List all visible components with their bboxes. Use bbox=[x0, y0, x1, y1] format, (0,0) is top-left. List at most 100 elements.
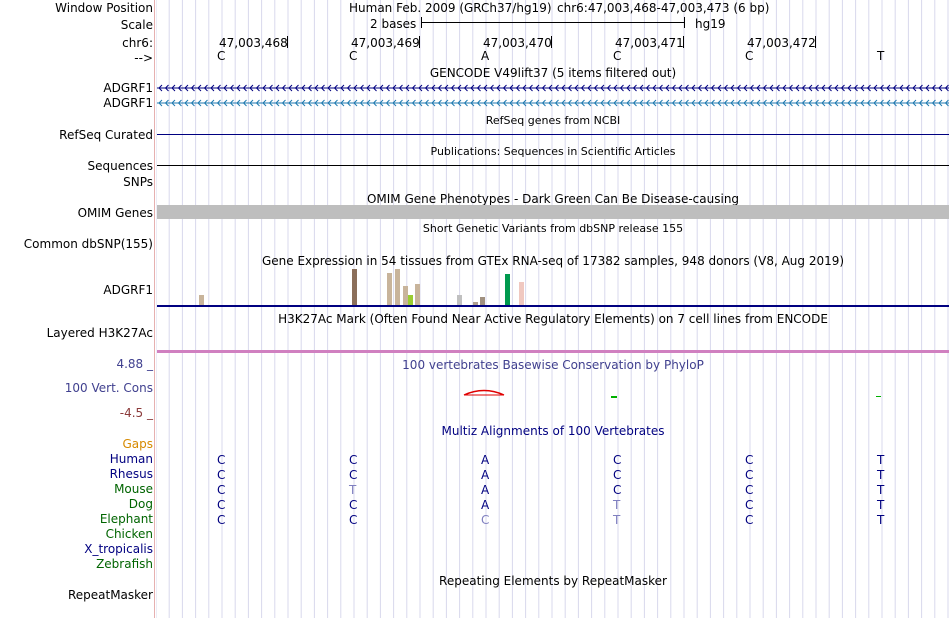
gtex-tissue-bar[interactable] bbox=[352, 269, 357, 306]
ruler-position: 47,003,469 bbox=[351, 36, 420, 50]
refseq-label[interactable]: RefSeq Curated bbox=[59, 128, 153, 142]
repeatmasker-track-title[interactable]: Repeating Elements by RepeatMasker bbox=[439, 574, 667, 588]
gaps-label[interactable]: Gaps bbox=[122, 437, 153, 451]
aligned-base: T bbox=[877, 513, 885, 527]
ruler-tick bbox=[551, 36, 552, 48]
aligned-base: C bbox=[745, 453, 754, 467]
gencode-transcript-1[interactable] bbox=[157, 82, 949, 94]
aligned-base: T bbox=[877, 483, 885, 497]
species-label[interactable]: Human bbox=[109, 452, 153, 466]
gencode-item-label-1[interactable]: ADGRF1 bbox=[103, 81, 153, 95]
assembly-title: Human Feb. 2009 (GRCh37/hg19) bbox=[349, 1, 552, 15]
label-divider bbox=[154, 0, 155, 618]
aligned-base: C bbox=[481, 513, 490, 527]
gtex-tissue-bar[interactable] bbox=[519, 282, 524, 306]
gtex-tissue-bar[interactable] bbox=[408, 295, 413, 306]
gtex-track-title[interactable]: Gene Expression in 54 tissues from GTEx … bbox=[261, 254, 845, 268]
species-label[interactable]: Chicken bbox=[105, 527, 153, 541]
h3k27ac-signal[interactable] bbox=[157, 350, 949, 353]
ruler-position: 47,003,470 bbox=[483, 36, 552, 50]
cons-label[interactable]: 100 Vert. Cons bbox=[64, 381, 153, 395]
reference-base[interactable]: T bbox=[877, 49, 885, 63]
phylop-signal[interactable] bbox=[157, 385, 949, 399]
aligned-base: C bbox=[217, 483, 226, 497]
ruler-tick bbox=[683, 36, 684, 48]
aligned-base: C bbox=[217, 498, 226, 512]
aligned-base: A bbox=[481, 483, 490, 497]
aligned-base: C bbox=[613, 453, 622, 467]
sequences-label[interactable]: Sequences bbox=[87, 159, 153, 173]
species-label[interactable]: Elephant bbox=[99, 512, 153, 526]
snps-label[interactable]: SNPs bbox=[123, 175, 153, 189]
gtex-label[interactable]: ADGRF1 bbox=[103, 283, 153, 297]
aligned-base: C bbox=[745, 513, 754, 527]
reference-base[interactable]: A bbox=[481, 49, 490, 63]
strand-label: --> bbox=[134, 51, 153, 65]
omim-label[interactable]: OMIM Genes bbox=[77, 206, 153, 220]
reference-base[interactable]: C bbox=[217, 49, 226, 63]
scale-label: Scale bbox=[120, 18, 153, 32]
reference-base[interactable]: C bbox=[613, 49, 622, 63]
ruler-position: 47,003,471 bbox=[615, 36, 684, 50]
omim-track-title[interactable]: OMIM Gene Phenotypes - Dark Green Can Be… bbox=[366, 192, 740, 206]
species-label[interactable]: X_tropicalis bbox=[84, 542, 153, 556]
h3k27ac-label[interactable]: Layered H3K27Ac bbox=[46, 326, 153, 340]
phylop-track-title[interactable]: 100 vertebrates Basewise Conservation by… bbox=[402, 358, 704, 372]
aligned-base: T bbox=[613, 498, 621, 512]
gencode-transcript-2[interactable] bbox=[157, 97, 949, 109]
gtex-expression-chart[interactable] bbox=[157, 268, 949, 306]
species-label[interactable]: Mouse bbox=[114, 482, 153, 496]
aligned-base: T bbox=[349, 483, 357, 497]
aligned-base: C bbox=[745, 483, 754, 497]
multiz-track-title[interactable]: Multiz Alignments of 100 Vertebrates bbox=[441, 424, 665, 438]
ruler-tick bbox=[419, 36, 420, 48]
publications-track-title[interactable]: Publications: Sequences in Scientific Ar… bbox=[430, 145, 676, 158]
aligned-base: C bbox=[349, 513, 358, 527]
ruler-position: 47,003,468 bbox=[219, 36, 288, 50]
ruler-tick bbox=[287, 36, 288, 48]
aligned-base: C bbox=[349, 498, 358, 512]
reference-base[interactable]: C bbox=[745, 49, 754, 63]
omim-gene-bar[interactable] bbox=[157, 205, 949, 219]
scale-text: 2 bases bbox=[370, 17, 417, 31]
cons-min-label: -4.5 _ bbox=[119, 406, 153, 420]
dbsnp-label[interactable]: Common dbSNP(155) bbox=[23, 237, 153, 251]
aligned-base: C bbox=[217, 513, 226, 527]
aligned-base: C bbox=[745, 468, 754, 482]
publications-line[interactable] bbox=[157, 165, 949, 166]
refseq-line[interactable] bbox=[157, 134, 949, 135]
ruler-position: 47,003,472 bbox=[747, 36, 816, 50]
gtex-tissue-bar[interactable] bbox=[457, 295, 462, 306]
species-label[interactable]: Dog bbox=[128, 497, 153, 511]
gencode-track-title[interactable]: GENCODE V49lift37 (5 items filtered out) bbox=[429, 66, 677, 80]
ruler-tick bbox=[815, 36, 816, 48]
gtex-gene-line bbox=[157, 305, 949, 307]
aligned-base: T bbox=[613, 513, 621, 527]
h3k27ac-track-title[interactable]: H3K27Ac Mark (Often Found Near Active Re… bbox=[278, 312, 828, 326]
aligned-base: C bbox=[745, 498, 754, 512]
aligned-base: T bbox=[877, 468, 885, 482]
aligned-base: C bbox=[217, 468, 226, 482]
species-label[interactable]: Rhesus bbox=[109, 467, 153, 481]
gtex-tissue-bar[interactable] bbox=[415, 284, 420, 306]
scale-db: hg19 bbox=[695, 17, 726, 31]
chrom-label: chr6: bbox=[122, 36, 153, 50]
window-position-value: chr6:47,003,468-47,003,473 (6 bp) bbox=[557, 1, 770, 15]
repeatmasker-label[interactable]: RepeatMasker bbox=[67, 588, 153, 602]
gtex-tissue-bar[interactable] bbox=[473, 302, 478, 306]
gtex-tissue-bar[interactable] bbox=[199, 295, 204, 306]
dbsnp-track-title[interactable]: Short Genetic Variants from dbSNP releas… bbox=[422, 222, 684, 235]
gtex-tissue-bar[interactable] bbox=[403, 286, 408, 306]
gtex-tissue-bar[interactable] bbox=[395, 269, 400, 306]
gtex-tissue-bar[interactable] bbox=[505, 274, 510, 306]
aligned-base: C bbox=[349, 453, 358, 467]
reference-base[interactable]: C bbox=[349, 49, 358, 63]
aligned-base: C bbox=[349, 468, 358, 482]
aligned-base: C bbox=[613, 468, 622, 482]
gencode-item-label-2[interactable]: ADGRF1 bbox=[103, 96, 153, 110]
gtex-tissue-bar[interactable] bbox=[480, 297, 485, 306]
gtex-tissue-bar[interactable] bbox=[387, 273, 392, 306]
aligned-base: T bbox=[877, 498, 885, 512]
species-label[interactable]: Zebrafish bbox=[96, 557, 153, 571]
refseq-track-title[interactable]: RefSeq genes from NCBI bbox=[485, 114, 621, 127]
